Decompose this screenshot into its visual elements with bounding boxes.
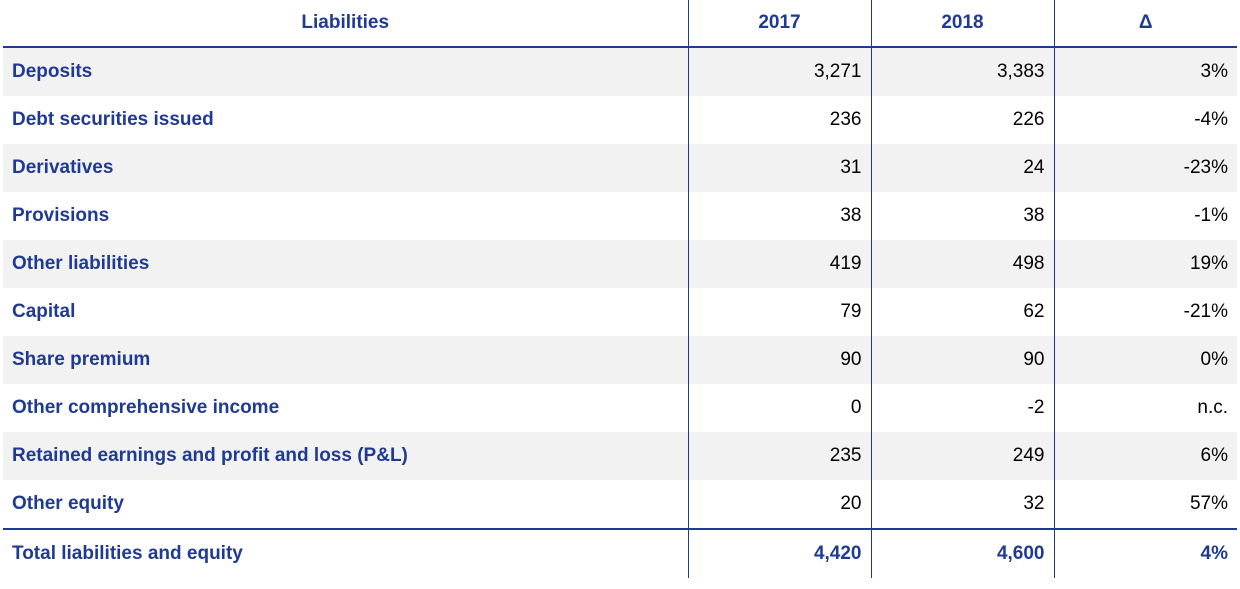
row-value-2017: 20 (688, 480, 872, 529)
row-delta: -23% (1054, 144, 1237, 192)
row-value-2018: 38 (871, 192, 1055, 240)
row-value-2018: 226 (871, 96, 1055, 144)
row-label: Other comprehensive income (3, 384, 689, 432)
row-delta: 0% (1054, 336, 1237, 384)
row-value-2018: 62 (871, 288, 1055, 336)
table-row: Retained earnings and profit and loss (P… (3, 432, 1237, 480)
liabilities-table: Liabilities 2017 2018 Δ Deposits 3,271 3… (3, 0, 1237, 578)
row-label: Provisions (3, 192, 689, 240)
total-delta: 4% (1054, 528, 1237, 578)
header-2018: 2018 (871, 0, 1055, 48)
row-delta: 19% (1054, 240, 1237, 288)
table-row: Provisions 38 38 -1% (3, 192, 1237, 240)
row-value-2017: 31 (688, 144, 872, 192)
row-value-2017: 90 (688, 336, 872, 384)
row-label: Capital (3, 288, 689, 336)
header-row: Liabilities 2017 2018 Δ (3, 0, 1237, 48)
row-value-2018: 249 (871, 432, 1055, 480)
table-row: Other liabilities 419 498 19% (3, 240, 1237, 288)
row-delta: -4% (1194, 109, 1228, 130)
row-label: Other equity (3, 480, 689, 529)
header-delta: Δ (1054, 0, 1237, 48)
table-row: Other comprehensive income 0 -2 n.c. (3, 384, 1237, 432)
row-label: Deposits (3, 47, 689, 96)
table-row: Deposits 3,271 3,383 3% (3, 47, 1237, 96)
row-value-2017: 236 (688, 96, 872, 144)
header-2017: 2017 (688, 0, 872, 48)
row-value-2018: 32 (871, 480, 1055, 529)
row-value-2018: 90 (871, 336, 1055, 384)
row-value-2017: 3,271 (688, 47, 872, 96)
table-row: Capital 79 62 -21% (3, 288, 1237, 336)
row-value-2017: 419 (688, 240, 872, 288)
row-delta: -21% (1183, 301, 1228, 322)
row-value-2018: -2 (871, 384, 1055, 432)
total-label: Total liabilities and equity (3, 528, 689, 578)
row-delta: 3% (1054, 47, 1237, 96)
row-value-2017: 38 (688, 192, 872, 240)
row-label: Other liabilities (3, 240, 689, 288)
row-value-2017: 79 (688, 288, 872, 336)
total-value-2018: 4,600 (871, 528, 1055, 578)
total-row: Total liabilities and equity 4,420 4,600… (3, 528, 1237, 578)
table-row: Derivatives 31 24 -23% (3, 144, 1237, 192)
row-label: Share premium (3, 336, 689, 384)
table-row: Share premium 90 90 0% (3, 336, 1237, 384)
row-delta: 57% (1189, 493, 1228, 514)
row-delta: -1% (1194, 205, 1228, 226)
row-delta: n.c. (1197, 397, 1228, 418)
row-value-2018: 498 (871, 240, 1055, 288)
row-label: Debt securities issued (3, 96, 689, 144)
row-value-2018: 3,383 (871, 47, 1055, 96)
row-value-2018: 24 (871, 144, 1055, 192)
table-row: Other equity 20 32 57% (3, 480, 1237, 529)
total-value-2017: 4,420 (688, 528, 872, 578)
header-liabilities: Liabilities (3, 0, 689, 48)
row-value-2017: 235 (688, 432, 872, 480)
row-value-2017: 0 (688, 384, 872, 432)
row-delta: 6% (1054, 432, 1237, 480)
row-label: Retained earnings and profit and loss (P… (3, 432, 689, 480)
row-label: Derivatives (3, 144, 689, 192)
table-row: Debt securities issued 236 226 -4% (3, 96, 1237, 144)
